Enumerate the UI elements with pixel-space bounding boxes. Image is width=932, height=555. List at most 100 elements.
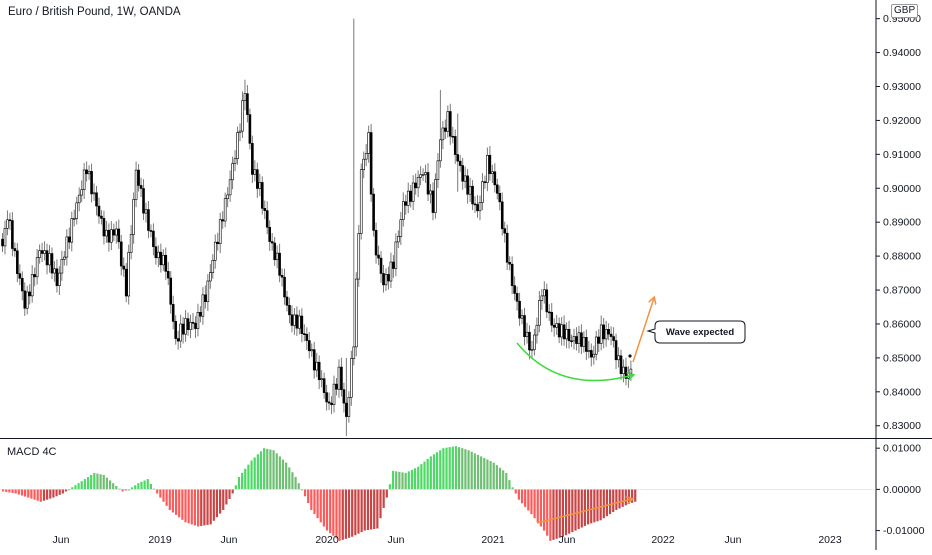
candle <box>159 243 163 273</box>
candle-body <box>278 252 281 276</box>
candle-body <box>547 311 551 314</box>
candle <box>372 188 375 237</box>
candle-body <box>372 193 375 231</box>
candle-body <box>436 160 440 180</box>
candle-body <box>105 229 108 237</box>
candle <box>201 287 205 325</box>
candle-body <box>587 350 591 352</box>
candle <box>322 372 326 399</box>
macd-bar <box>558 489 561 538</box>
candle <box>139 177 143 198</box>
candle <box>488 145 492 181</box>
macd-bar <box>193 489 197 526</box>
candle-body <box>397 236 400 243</box>
x-tick-label: 2022 <box>651 534 675 546</box>
candle-body <box>8 219 12 222</box>
macd-bar <box>278 456 281 490</box>
candle-body <box>270 241 274 244</box>
candle <box>189 314 192 339</box>
candle <box>213 234 217 269</box>
x-tick-label: 2023 <box>818 534 842 546</box>
currency-badge[interactable]: GBP <box>891 4 919 18</box>
macd-bar <box>436 452 439 490</box>
macd-bar <box>382 489 385 508</box>
macd-bar <box>285 462 288 490</box>
macd-bar <box>20 489 24 496</box>
candle-body <box>557 323 561 338</box>
candle-body <box>429 190 432 195</box>
candle <box>87 165 91 180</box>
candle-body <box>77 194 81 204</box>
candle-body <box>236 132 239 160</box>
candle-body <box>317 361 321 381</box>
candle-body <box>367 132 370 154</box>
macd-bar <box>458 447 461 490</box>
candle-body <box>599 324 603 344</box>
candle-body <box>523 315 526 338</box>
candle-body <box>461 165 464 182</box>
price-candles <box>1 18 633 436</box>
candle <box>265 201 269 235</box>
candle-body <box>401 201 405 220</box>
candle <box>508 256 511 271</box>
candle-body <box>332 383 336 406</box>
x-tick-label: 2020 <box>315 534 339 546</box>
candle-body <box>330 402 333 406</box>
macd-bar <box>322 489 325 527</box>
candle <box>538 291 541 333</box>
macd-bar <box>335 489 338 539</box>
candle <box>419 166 422 186</box>
candle <box>228 170 232 202</box>
candle <box>216 232 220 251</box>
candle-body <box>448 111 452 137</box>
candle <box>223 192 227 228</box>
macd-bar <box>467 450 470 490</box>
x-tick-label: 2021 <box>481 534 505 546</box>
candle-body <box>379 257 383 274</box>
candle <box>545 283 549 318</box>
macd-bar <box>590 489 593 524</box>
candle <box>513 276 516 301</box>
candle-body <box>162 254 165 266</box>
candle <box>169 271 173 314</box>
macd-bar <box>448 447 451 490</box>
candle <box>315 352 318 377</box>
candle-body <box>602 324 605 340</box>
candle-body <box>100 215 103 219</box>
candle-body <box>115 228 118 236</box>
candle-body <box>424 172 427 175</box>
macd-bar <box>190 489 193 525</box>
candle <box>233 150 237 172</box>
macd-bar <box>55 489 58 497</box>
candle-body <box>486 154 489 183</box>
candle-body <box>1 238 4 247</box>
candle <box>280 268 284 287</box>
y-tick-label: 0.88000 <box>883 251 921 263</box>
macd-bar <box>580 489 583 528</box>
candle <box>102 210 106 245</box>
candle <box>389 252 393 288</box>
macd-bar <box>564 489 568 536</box>
macd-bar <box>486 459 489 490</box>
candle-body <box>248 114 252 144</box>
macd-bar <box>586 489 590 525</box>
candle-body <box>533 334 536 350</box>
candle <box>278 243 281 283</box>
macd-bar <box>2 489 5 492</box>
candle <box>453 129 457 164</box>
candle <box>528 325 531 360</box>
macd-bar <box>244 468 247 490</box>
candle-body <box>505 232 509 263</box>
candle-body <box>303 333 306 335</box>
candle-body <box>142 188 145 214</box>
candle-body <box>491 171 494 174</box>
candle-body <box>23 290 27 309</box>
macd-bar <box>181 489 184 520</box>
candle-body <box>404 201 408 206</box>
candle-body <box>515 293 519 302</box>
candle-body <box>194 322 197 329</box>
candle <box>622 359 625 383</box>
macd-bar <box>495 465 498 490</box>
